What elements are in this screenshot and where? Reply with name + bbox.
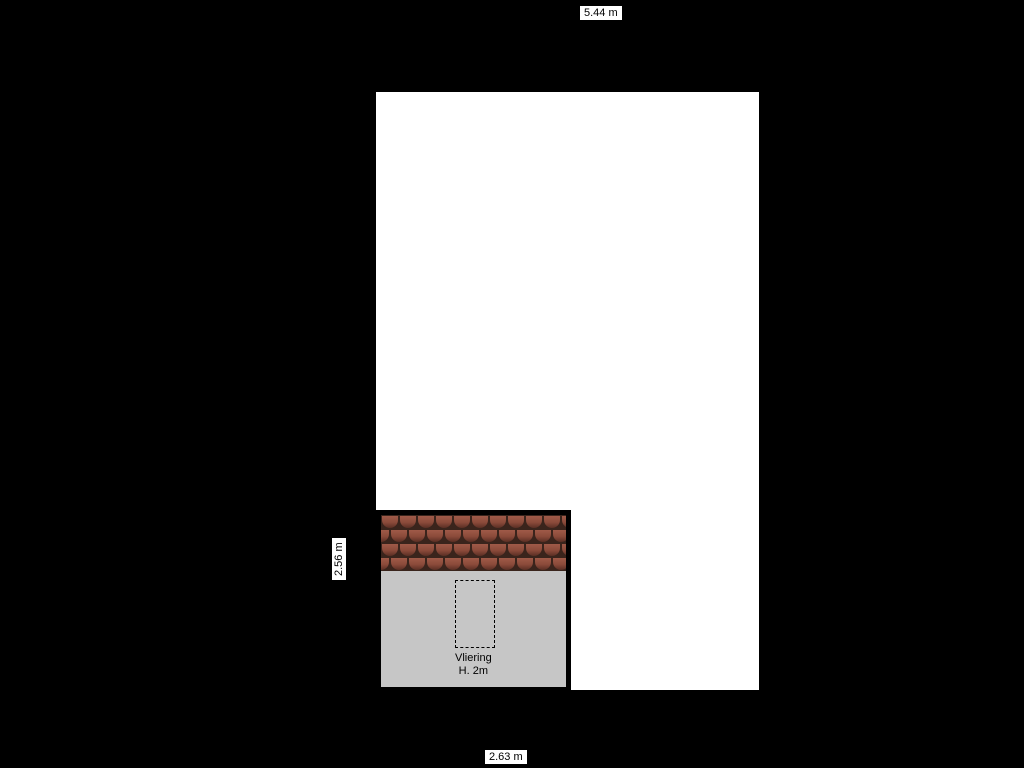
- room-height: H. 2m: [455, 665, 492, 678]
- room-name: Vliering: [455, 652, 492, 665]
- dimension-left: 2.56 m: [332, 538, 346, 580]
- floorplan-stage: Vliering H. 2m 5.44 m 2.63 m 2.56 m: [0, 0, 1024, 768]
- floor-hatch: [455, 580, 495, 648]
- roof-tiles: [381, 515, 566, 571]
- dimension-bottom: 2.63 m: [485, 750, 527, 764]
- dimension-top: 5.44 m: [580, 6, 622, 20]
- room-label: Vliering H. 2m: [455, 652, 492, 678]
